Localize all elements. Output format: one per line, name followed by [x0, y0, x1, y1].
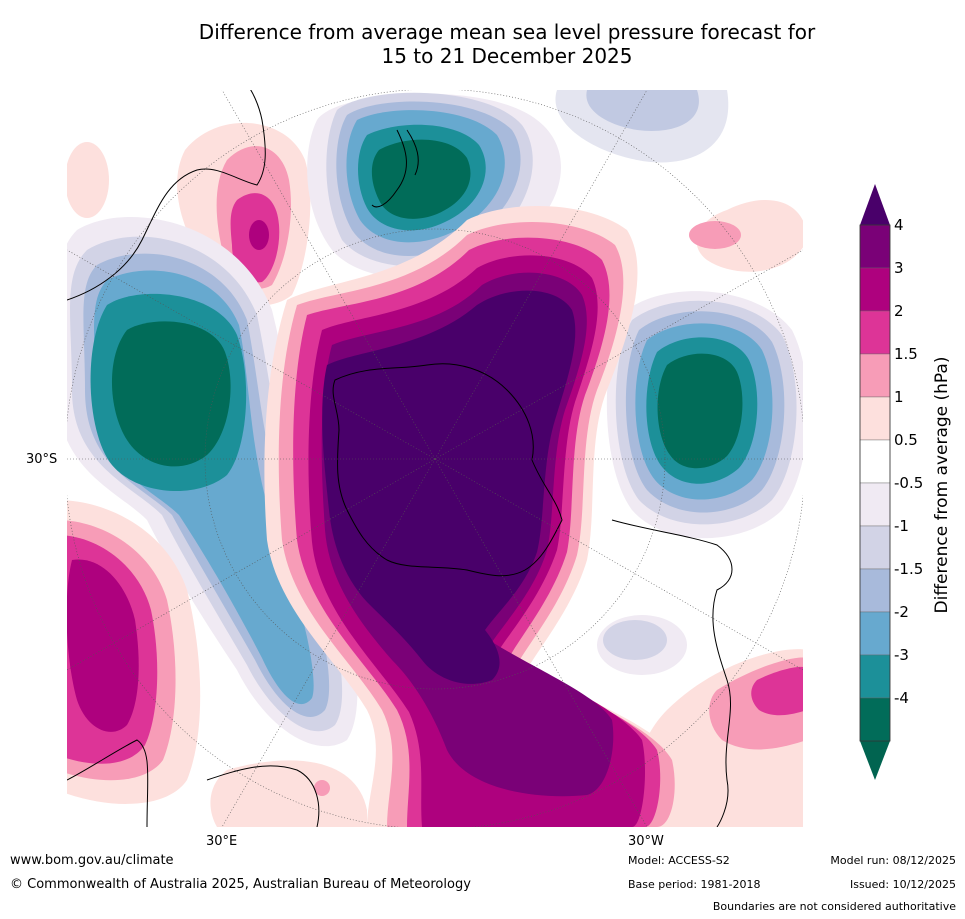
colorbar — [859, 184, 891, 780]
title-line-2: 15 to 21 December 2025 — [381, 44, 633, 68]
colorbar-segment — [859, 654, 891, 699]
colorbar-tick-label: -1 — [894, 517, 909, 535]
colorbar-frame — [859, 224, 891, 742]
colorbar-title: Difference from average (hPa) — [932, 356, 952, 614]
colorbar-under-arrow — [860, 741, 890, 780]
colorbar-tick-label: 1 — [894, 388, 904, 406]
colorbar-tick-label: 1.5 — [894, 345, 918, 363]
lon-label-30e: 30°E — [206, 834, 238, 849]
footer-disclaimer: Boundaries are not considered authoritat… — [712, 900, 956, 913]
anomaly-positive-antarctica — [264, 206, 691, 827]
colorbar-segment — [859, 353, 891, 398]
colorbar-segment — [859, 267, 891, 312]
pressure-anomaly-map — [67, 90, 803, 827]
coast-africa — [67, 739, 149, 827]
colorbar-segment — [859, 568, 891, 613]
colorbar-tick-label: -0.5 — [894, 474, 924, 492]
footer-model: Model: ACCESS-S2 — [628, 854, 730, 867]
colorbar-tick-label: -3 — [894, 646, 909, 664]
title-line-1: Difference from average mean sea level p… — [198, 20, 816, 44]
colorbar-tick-label: -4 — [894, 689, 909, 707]
colorbar-tick-label: 4 — [894, 216, 904, 234]
colorbar-tick-label: 2 — [894, 302, 904, 320]
colorbar-tick-label: 0.5 — [894, 431, 918, 449]
colorbar-segment — [859, 224, 891, 269]
colorbar-tick-label: -1.5 — [894, 560, 924, 578]
colorbar-segment — [859, 310, 891, 355]
coastlines — [67, 90, 733, 827]
colorbar-tick-label: 3 — [894, 259, 904, 277]
lat-label-30s: 30°S — [26, 452, 58, 467]
colorbar-segment — [859, 439, 891, 484]
colorbar-segment — [859, 697, 891, 742]
colorbar-segment — [859, 482, 891, 527]
lon-label-30w: 30°W — [628, 834, 664, 849]
coast-australia — [67, 90, 266, 301]
colorbar-segment — [859, 611, 891, 656]
footer-website[interactable]: www.bom.gov.au/climate — [10, 853, 174, 868]
coast-south-america — [611, 519, 733, 827]
anomaly-negative-indian-ocean — [67, 217, 358, 747]
colorbar-segment — [859, 396, 891, 441]
graticule — [67, 90, 803, 827]
colorbar-tick-label: -2 — [894, 603, 909, 621]
footer-issued: Issued: 10/12/2025 — [849, 878, 956, 891]
footer-model-run: Model run: 08/12/2025 — [830, 854, 956, 867]
chart-title: Difference from average mean sea level p… — [0, 20, 965, 68]
footer-copyright: © Commonwealth of Australia 2025, Austra… — [10, 877, 471, 892]
colorbar-over-arrow — [860, 184, 890, 225]
coast-antarctica — [332, 363, 563, 577]
coast-madagascar — [206, 765, 320, 827]
footer-base-period: Base period: 1981-2018 — [628, 878, 761, 891]
colorbar-segment — [859, 525, 891, 570]
coast-new-zealand — [371, 129, 419, 208]
anomaly-negative-south-atlantic — [597, 291, 803, 675]
anomaly-positive-africa — [67, 500, 367, 827]
